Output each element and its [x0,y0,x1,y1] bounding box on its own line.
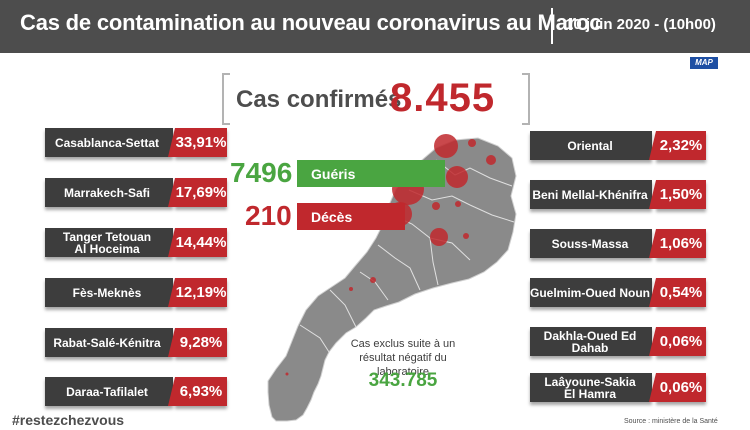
region-bar [45,128,173,157]
cases-circle-marrakech [430,228,448,246]
cases-circle-meknes [455,201,461,207]
confirmed-value: 8.455 [390,76,496,120]
region-bar [45,328,173,357]
bracket-right [522,73,530,125]
source-note: Source : ministère de la Santé [624,418,718,425]
region-percentage: 6,93% [168,377,227,406]
region-name: Fès-Meknès [72,285,142,300]
region-percentage: 33,91% [168,128,227,157]
confirmed-label: Cas confirmés [236,86,402,113]
header-divider [551,8,553,44]
region-percentage: 1,06% [649,229,706,258]
region-bar [530,131,652,160]
region-row: Fès-Meknès 12,19% [45,278,227,310]
region-name: Marrakech-Safi [63,185,151,200]
region-row: Laâyoune-Sakia El Hamra 0,06% [530,373,706,405]
region-percentage: 12,19% [168,278,227,307]
region-bar [530,327,652,356]
region-row: Casablanca-Settat 33,91% [45,128,227,160]
region-row: Marrakech-Safi 17,69% [45,178,227,210]
region-percentage: 14,44% [168,228,227,257]
region-row: Dakhla-Oued Ed Dahab 0,06% [530,327,706,359]
region-percentage: 1,50% [649,180,706,209]
cases-circle-dakhla [285,372,289,376]
cases-circle-tetouan [468,139,476,147]
header-date: 10 juin 2020 - (10h00) [565,16,716,33]
recovered-value: 7496 [230,157,293,188]
region-bar [530,373,652,402]
region-percentage: 17,69% [168,178,227,207]
cases-circle-beni-mellal [432,202,440,210]
excluded-cases-label: Cas exclus suite à un résultat négatif d… [350,338,456,378]
region-percentage: 0,06% [649,327,706,356]
bracket-left [222,73,230,125]
region-name: Casablanca-Settat [54,135,160,150]
region-row: Souss-Massa 1,06% [530,229,706,261]
hashtag: #restezchezvous [12,412,125,428]
header-bar: Cas de contamination au nouveau coronavi… [0,0,750,53]
region-name: Beni Mellal-Khénifra [532,187,648,202]
region-row: Guelmim-Oued Noun 0,54% [530,278,706,310]
region-name: Tanger Tetouan Al Hoceima [62,229,152,256]
region-percentage: 2,32% [649,131,706,160]
morocco-map-shape [267,137,517,422]
region-bar [45,278,173,307]
cases-circle-tanger [434,134,458,158]
excluded-cases-value: 343.785 [368,370,438,391]
region-bar [45,377,173,406]
region-name: Rabat-Salé-Kénitra [53,335,161,350]
recovered-label: Guéris [297,160,445,187]
region-name: Laâyoune-Sakia El Hamra [544,374,636,401]
region-bar [530,229,652,258]
region-bar [530,180,652,209]
region-name: Dakhla-Oued Ed Dahab [543,328,637,355]
region-bar [530,278,652,307]
region-percentage: 0,06% [649,373,706,402]
cases-circle-guelmim [349,287,353,291]
page-title: Cas de contamination au nouveau coronavi… [20,10,602,35]
cases-circle-daraa [463,233,469,239]
map-agency-logo: MAP [690,57,718,69]
region-name: Souss-Massa [551,236,629,251]
region-percentage: 0,54% [649,278,706,307]
confirmed-cases-panel: Cas confirmés 8.455 [222,73,530,125]
region-name: Oriental [567,138,613,153]
region-row: Rabat-Salé-Kénitra 9,28% [45,328,227,360]
region-row: Tanger Tetouan Al Hoceima 14,44% [45,228,227,260]
region-row: Daraa-Tafilalet 6,93% [45,377,227,409]
region-name: Daraa-Tafilalet [66,384,148,399]
cases-circle-oriental [486,155,496,165]
region-name: Guelmim-Oued Noun [530,285,650,300]
region-row: Beni Mellal-Khénifra 1,50% [530,180,706,212]
cases-circle-souss [370,277,376,283]
deaths-value: 210 [245,200,292,231]
region-bar [45,178,173,207]
region-bar [45,228,173,257]
region-row: Oriental 2,32% [530,131,706,163]
region-percentage: 9,28% [168,328,227,357]
deaths-label: Décès [297,203,405,230]
cases-circle-fes [446,166,468,188]
